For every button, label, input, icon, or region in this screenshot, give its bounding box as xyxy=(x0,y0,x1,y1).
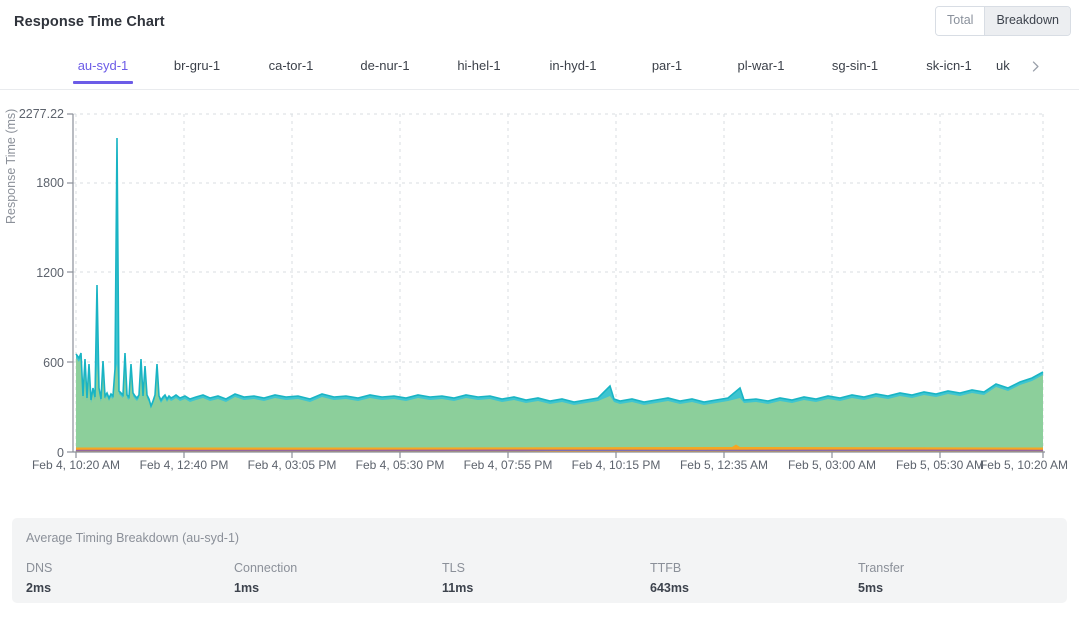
metric-label-ttfb: TTFB xyxy=(650,561,682,575)
series-line-transfer xyxy=(75,137,1044,409)
tab-uk[interactable]: uk xyxy=(996,58,1022,84)
x-tick-3: Feb 4, 05:30 PM xyxy=(356,458,445,472)
x-tick-6: Feb 5, 12:35 AM xyxy=(680,458,768,472)
metric-connection: Connection 1ms xyxy=(234,561,442,595)
x-tick-7: Feb 5, 03:00 AM xyxy=(788,458,876,472)
chevron-right-icon[interactable] xyxy=(1022,53,1048,79)
metric-tls: TLS 11ms xyxy=(442,561,650,595)
y-tick-600: 600 xyxy=(43,356,64,370)
tab-par-1[interactable]: par-1 xyxy=(620,58,714,84)
metric-transfer: Transfer 5ms xyxy=(858,561,1066,595)
summary-metrics: DNS 2ms Connection 1ms TLS 11ms TTFB 643… xyxy=(26,561,1053,595)
x-tick-8: Feb 5, 05:30 AM xyxy=(896,458,984,472)
tab-sg-sin-1[interactable]: sg-sin-1 xyxy=(808,58,902,84)
y-tick-1200: 1200 xyxy=(36,266,64,280)
x-tick-0: Feb 4, 10:20 AM xyxy=(32,458,120,472)
tab-in-hyd-1[interactable]: in-hyd-1 xyxy=(526,58,620,84)
metric-value-tls: 11ms xyxy=(442,581,474,595)
metric-label-dns: DNS xyxy=(26,561,53,575)
region-tabs[interactable]: au-syd-1 br-gru-1 ca-tor-1 de-nur-1 hi-h… xyxy=(0,52,1079,89)
tab-de-nur-1[interactable]: de-nur-1 xyxy=(338,58,432,84)
x-tick-4: Feb 4, 07:55 PM xyxy=(464,458,553,472)
series-area-ttfb xyxy=(76,357,1043,452)
tab-ca-tor-1[interactable]: ca-tor-1 xyxy=(244,58,338,84)
y-tick-labels: 2277.22 1800 1200 600 0 xyxy=(19,107,64,460)
tab-hi-hel-1[interactable]: hi-hel-1 xyxy=(432,58,526,84)
metric-label-tls: TLS xyxy=(442,561,465,575)
y-tick-2277: 2277.22 xyxy=(19,107,64,121)
metric-value-dns: 2ms xyxy=(26,581,52,595)
metric-value-ttfb: 643ms xyxy=(650,581,689,595)
chart-container: Response Time (ms) xyxy=(0,96,1079,593)
x-tick-5: Feb 4, 10:15 PM xyxy=(572,458,661,472)
response-time-area-chart[interactable]: 2277.22 1800 1200 600 0 xyxy=(0,96,1079,508)
tab-au-syd-1[interactable]: au-syd-1 xyxy=(56,58,150,84)
x-tick-1: Feb 4, 12:40 PM xyxy=(140,458,229,472)
metric-value-transfer: 5ms xyxy=(858,581,884,595)
tab-sk-icn-1[interactable]: sk-icn-1 xyxy=(902,58,996,84)
metric-label-transfer: Transfer xyxy=(858,561,905,575)
region-tabs-bar: au-syd-1 br-gru-1 ca-tor-1 de-nur-1 hi-h… xyxy=(0,52,1079,90)
y-tick-0: 0 xyxy=(57,446,64,460)
chart-header: Response Time Chart Total Breakdown xyxy=(0,0,1079,47)
y-axis-ticks xyxy=(67,113,73,453)
tab-pl-war-1[interactable]: pl-war-1 xyxy=(714,58,808,84)
x-tick-9: Feb 5, 10:20 AM xyxy=(980,458,1068,472)
chart-series-areas xyxy=(75,137,1044,452)
metric-ttfb: TTFB 643ms xyxy=(650,561,858,595)
toggle-breakdown[interactable]: Breakdown xyxy=(984,7,1070,35)
view-mode-toggle[interactable]: Total Breakdown xyxy=(935,6,1071,36)
y-gridlines xyxy=(73,113,1045,363)
page-title: Response Time Chart xyxy=(14,14,165,30)
x-axis-ticks xyxy=(75,452,1044,458)
average-timing-breakdown-panel: Average Timing Breakdown (au-syd-1) DNS … xyxy=(12,518,1067,603)
metric-value-connection: 1ms xyxy=(234,581,260,595)
metric-dns: DNS 2ms xyxy=(26,561,234,595)
x-tick-labels: Feb 4, 10:20 AM Feb 4, 12:40 PM Feb 4, 0… xyxy=(32,458,1068,472)
y-tick-1800: 1800 xyxy=(36,176,64,190)
toggle-total[interactable]: Total xyxy=(936,7,985,35)
summary-title: Average Timing Breakdown (au-syd-1) xyxy=(26,531,240,545)
x-tick-2: Feb 4, 03:05 PM xyxy=(248,458,337,472)
tab-br-gru-1[interactable]: br-gru-1 xyxy=(150,58,244,84)
metric-label-connection: Connection xyxy=(234,561,298,575)
